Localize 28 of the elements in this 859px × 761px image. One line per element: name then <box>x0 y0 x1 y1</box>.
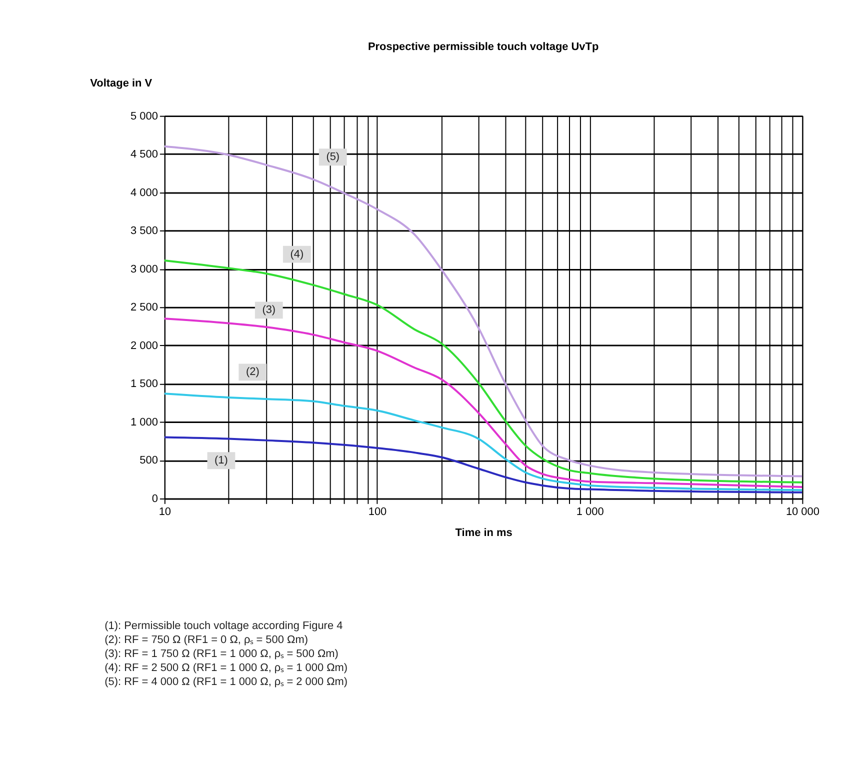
annotation: (2) <box>246 366 260 378</box>
y-tick-label: 1 500 <box>130 378 158 390</box>
y-tick-label: 3 500 <box>130 225 158 238</box>
chart-title: Prospective permissible touch voltage UvTp <box>368 41 599 54</box>
y-tick-label: 2 500 <box>130 302 158 314</box>
y-axis-title: Voltage in V <box>90 77 153 90</box>
x-tick-label: 10 <box>158 506 172 518</box>
annotation: (1) <box>214 454 228 467</box>
y-tick-label: 500 <box>140 454 158 467</box>
annotation: (3) <box>262 304 276 316</box>
text: (4): RF = 2 500 Ω (RF1 = 1 000 Ω, ρₛ = 1 000 Ωm) <box>104 662 348 674</box>
y-tick-label: 0 <box>152 492 158 505</box>
x-tick-label: 1 000 <box>576 506 604 518</box>
y-tick-label: 3 000 <box>130 263 158 276</box>
annotation: (4) <box>290 248 304 260</box>
text: (2): RF = 750 Ω (RF1 = 0 Ω, ρₛ = 500 Ωm) <box>104 634 308 646</box>
text: (1): Permissible touch voltage according Figure 4 <box>104 620 343 632</box>
text: (3): RF = 1 750 Ω (RF1 = 1 000 Ω, ρₛ = 500 Ωm) <box>104 648 338 660</box>
y-tick-label: 2 000 <box>130 340 158 352</box>
text: (5): RF = 4 000 Ω (RF1 = 1 000 Ω, ρₛ = 2 000 Ωm) <box>104 676 348 688</box>
y-tick-label: 4 000 <box>130 186 158 199</box>
annotation: (5) <box>326 151 340 164</box>
y-tick-label: 1 000 <box>130 416 158 428</box>
x-axis-title: Time in ms <box>455 526 512 539</box>
y-tick-label: 5 000 <box>130 110 158 122</box>
x-tick-label: 10 000 <box>786 506 820 518</box>
y-tick-label: 4 500 <box>130 148 158 161</box>
x-tick-label: 100 <box>368 506 387 518</box>
